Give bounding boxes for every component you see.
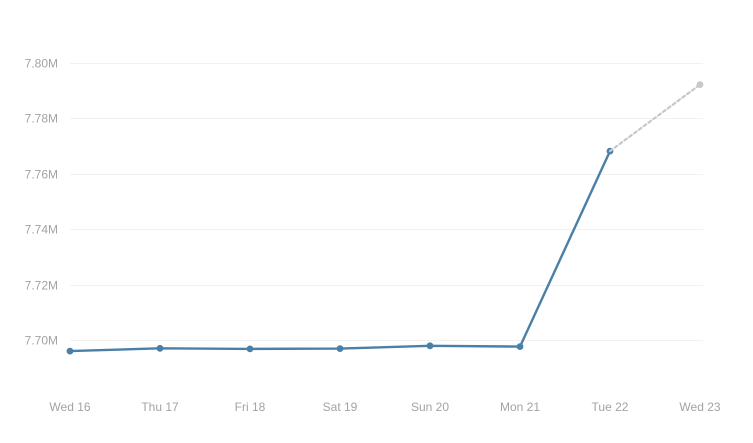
grid-layer xyxy=(70,63,703,341)
data-point[interactable] xyxy=(66,347,74,355)
series-line xyxy=(68,149,612,353)
y-axis: 7.70M 7.72M 7.74M 7.76M 7.78M 7.80M xyxy=(25,57,58,348)
x-tick-label: Fri 18 xyxy=(235,400,266,414)
data-point[interactable] xyxy=(156,344,164,352)
x-tick-label: Mon 21 xyxy=(500,400,540,414)
forecast-point[interactable] xyxy=(696,81,704,88)
y-tick-label: 7.72M xyxy=(25,279,58,293)
x-tick-label: Sat 19 xyxy=(323,400,358,414)
x-axis: Wed 16 Thu 17 Fri 18 Sat 19 Sun 20 Mon 21 Tue … xyxy=(49,400,720,414)
x-tick-label: Sun 20 xyxy=(411,400,449,414)
data-point[interactable] xyxy=(336,345,344,352)
data-point[interactable] xyxy=(426,342,434,350)
x-tick-label: Tue 22 xyxy=(592,400,629,414)
y-tick-label: 7.76M xyxy=(25,168,58,182)
data-point[interactable] xyxy=(516,343,524,350)
y-tick-label: 7.70M xyxy=(25,334,58,348)
y-tick-label: 7.78M xyxy=(25,112,58,126)
y-tick-label: 7.80M xyxy=(25,57,58,71)
x-tick-label: Wed 16 xyxy=(49,400,90,414)
series-layer xyxy=(66,81,704,355)
x-tick-label: Wed 23 xyxy=(679,400,720,414)
y-tick-label: 7.74M xyxy=(25,223,58,237)
data-point[interactable] xyxy=(246,345,254,353)
forecast-series-line xyxy=(608,83,702,153)
x-tick-label: Thu 17 xyxy=(141,400,179,414)
